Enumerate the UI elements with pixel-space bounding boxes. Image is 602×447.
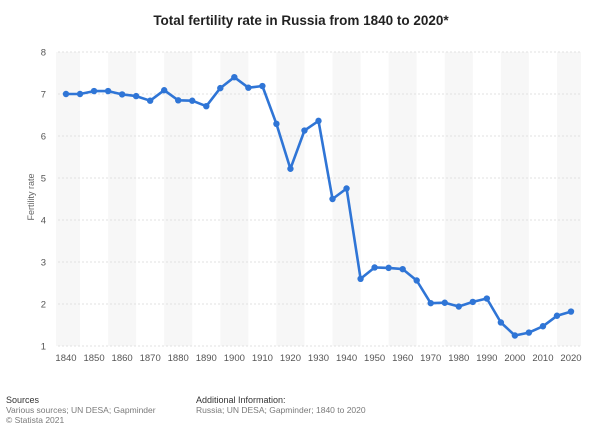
background-band [108,52,137,346]
sources-text: Various sources; UN DESA; Gapminder [6,405,156,415]
data-point[interactable] [118,91,126,98]
x-tick-label: 1870 [140,353,161,364]
background-band [444,52,473,346]
y-tick-label: 8 [41,48,46,59]
x-tick-label: 2020 [560,353,581,364]
background-band [56,52,81,346]
data-point[interactable] [539,323,547,330]
data-point[interactable] [160,87,168,94]
data-point[interactable] [413,277,420,284]
data-point[interactable] [273,120,280,128]
y-axis-ticks: 1 2 3 4 5 6 7 8 [41,48,46,353]
x-tick-label: 1960 [392,353,413,364]
x-tick-label: 1940 [336,353,357,364]
data-point[interactable] [146,97,154,104]
background-band [164,52,193,346]
x-tick-label: 1900 [224,353,245,364]
data-point[interactable] [497,319,505,326]
data-points [62,74,575,339]
alternating-bands [56,52,581,346]
data-point[interactable] [203,102,210,110]
data-point[interactable] [259,82,266,90]
background-band [556,52,581,346]
data-point[interactable] [469,298,477,306]
y-tick-label: 5 [41,174,46,185]
data-point[interactable] [441,299,448,306]
gridlines [58,51,581,347]
x-tick-label: 1990 [476,353,497,364]
data-point[interactable] [357,275,364,282]
data-point[interactable] [371,264,378,271]
x-tick-label: 2000 [504,353,525,364]
data-point[interactable] [189,97,196,104]
x-tick-label: 1950 [364,353,385,364]
data-point[interactable] [175,97,182,104]
x-tick-label: 1850 [83,353,104,364]
data-point[interactable] [231,74,238,81]
x-tick-label: 1970 [420,353,441,364]
data-point[interactable] [553,312,561,319]
data-point[interactable] [104,87,112,95]
data-point[interactable] [483,295,491,302]
copyright-text: © Statista 2021 [6,415,65,425]
y-tick-label: 2 [41,300,46,311]
x-tick-label: 1860 [112,353,133,364]
y-tick-label: 1 [41,342,46,353]
y-tick-label: 7 [41,90,46,101]
x-tick-label: 1920 [280,353,301,364]
line-chart: 1 2 3 4 5 6 7 8 1840 1850 1860 1870 1880 1890 1900 191… [26,48,582,365]
y-axis-label: Fertility rate [26,173,36,220]
chart-title: Total fertility rate in Russia from 1840… [153,13,449,28]
data-point[interactable] [76,90,84,98]
series-line [64,75,573,337]
data-point[interactable] [427,299,434,307]
data-point[interactable] [245,84,252,91]
data-point[interactable] [315,117,322,125]
x-axis-ticks: 1840 1850 1860 1870 1880 1890 1900 1910 1920 1930… [55,353,581,364]
footer-additional-info: Additional Information: Russia; UN DESA;… [196,395,366,415]
data-point[interactable] [525,329,533,336]
additional-info-text: Russia; UN DESA; Gapminder; 1840 to 2020 [196,405,366,415]
data-point[interactable] [329,195,336,203]
data-point[interactable] [301,127,308,134]
data-point[interactable] [217,84,224,92]
x-tick-label: 1840 [55,353,76,364]
x-tick-label: 2010 [532,353,553,364]
data-point[interactable] [399,265,406,273]
x-tick-label: 1890 [196,353,217,364]
data-point[interactable] [455,303,462,310]
y-tick-label: 6 [41,132,46,143]
data-point[interactable] [567,308,575,315]
x-tick-label: 1930 [308,353,329,364]
background-band [500,52,529,346]
background-band [220,52,249,346]
data-point[interactable] [511,332,519,339]
data-point[interactable] [287,165,294,172]
sources-title: Sources [6,395,40,405]
additional-info-title: Additional Information: [196,395,286,405]
data-point[interactable] [132,92,140,100]
data-point[interactable] [90,87,98,95]
y-tick-label: 3 [41,258,46,269]
footer-sources: Sources Various sources; UN DESA; Gapmin… [6,395,156,425]
background-band [332,52,361,346]
y-tick-label: 4 [41,216,46,227]
x-tick-label: 1980 [448,353,469,364]
data-point[interactable] [343,185,350,192]
background-band [276,52,305,346]
x-tick-label: 1910 [252,353,273,364]
background-band [388,52,417,346]
x-tick-label: 1880 [168,353,189,364]
data-point[interactable] [385,264,392,272]
data-point[interactable] [62,90,70,98]
